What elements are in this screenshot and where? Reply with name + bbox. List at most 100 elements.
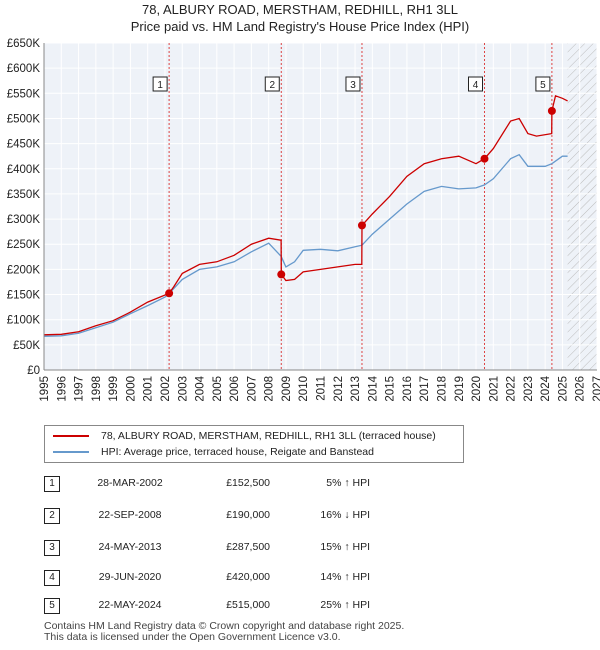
sale-number: 3 bbox=[44, 540, 60, 556]
x-tick-label: 2025 bbox=[557, 376, 569, 402]
price-chart: £0 £50K £100K £150K £200K £250K £300K £350K £400… bbox=[7, 38, 600, 402]
y-tick-label: £650K bbox=[7, 38, 41, 50]
sale-label-number: 5 bbox=[540, 80, 546, 91]
x-tick-label: 2012 bbox=[333, 376, 345, 402]
sale-row: 5 22-MAY-2024 £515,000 25% ↑ HPI bbox=[0, 596, 600, 618]
sale-number: 1 bbox=[44, 476, 60, 492]
x-tick-label: 2014 bbox=[367, 375, 379, 401]
sale-row: 4 29-JUN-2020 £420,000 14% ↑ HPI bbox=[0, 568, 600, 590]
sale-point bbox=[547, 106, 556, 115]
x-tick-label: 2009 bbox=[281, 376, 293, 402]
hpi-line bbox=[43, 153, 568, 337]
sale-number: 2 bbox=[44, 508, 60, 524]
x-tick-label: 2021 bbox=[488, 376, 500, 402]
sale-number: 4 bbox=[44, 570, 60, 586]
x-tick-label: 2006 bbox=[229, 376, 241, 402]
sale-hpi-diff: 15% ↑ HPI bbox=[320, 541, 370, 553]
sale-date: 28-MAR-2002 bbox=[97, 477, 163, 489]
sale-point bbox=[480, 154, 489, 163]
x-tick-label: 2003 bbox=[177, 376, 189, 402]
sale-number: 5 bbox=[44, 598, 60, 614]
sale-price: £152,500 bbox=[226, 477, 270, 489]
x-tick-label: 2001 bbox=[143, 376, 155, 402]
sale-row: 3 24-MAY-2013 £287,500 15% ↑ HPI bbox=[0, 538, 600, 560]
x-tick-label: 1998 bbox=[91, 376, 103, 402]
x-tick-label: 2004 bbox=[195, 375, 207, 401]
sale-price: £420,000 bbox=[226, 571, 270, 583]
x-tick-label: 1995 bbox=[39, 376, 51, 402]
y-tick-label: £500K bbox=[7, 113, 41, 125]
sale-label-box bbox=[535, 76, 551, 92]
sale-point bbox=[277, 270, 286, 279]
footer-copyright: Contains HM Land Registry data © Crown c… bbox=[44, 620, 405, 632]
x-tick-label: 2008 bbox=[264, 376, 276, 402]
x-tick-label: 2011 bbox=[316, 376, 328, 401]
x-tick-label: 2020 bbox=[471, 376, 483, 402]
y-tick-label: £350K bbox=[7, 189, 41, 201]
y-tick-label: £50K bbox=[13, 340, 40, 352]
sale-point bbox=[357, 221, 366, 230]
x-tick-label: 1999 bbox=[108, 376, 120, 402]
legend: 78, ALBURY ROAD, MERSTHAM, REDHILL, RH1 … bbox=[44, 425, 464, 463]
x-tick-label: 2002 bbox=[160, 376, 172, 402]
x-tick-label: 2017 bbox=[419, 376, 431, 402]
legend-label-property: 78, ALBURY ROAD, MERSTHAM, REDHILL, RH1 … bbox=[101, 430, 436, 442]
y-tick-label: £400K bbox=[7, 164, 41, 176]
x-tick-label: 2005 bbox=[212, 376, 224, 402]
x-tick-label: 2024 bbox=[540, 375, 552, 401]
x-tick-label: 2019 bbox=[454, 376, 466, 402]
sale-label-box bbox=[152, 76, 168, 92]
sale-date: 22-MAY-2024 bbox=[98, 599, 162, 611]
sale-price: £515,000 bbox=[226, 599, 270, 611]
sale-label-box bbox=[345, 76, 361, 92]
sale-label-box bbox=[264, 76, 280, 92]
sale-hpi-diff: 14% ↑ HPI bbox=[320, 571, 370, 583]
sale-hpi-diff: 16% ↓ HPI bbox=[320, 509, 370, 521]
chart-title: 78, ALBURY ROAD, MERSTHAM, REDHILL, RH1 … bbox=[142, 2, 458, 17]
sale-label-box bbox=[467, 76, 483, 92]
sale-price: £287,500 bbox=[226, 541, 270, 553]
x-tick-label: 2016 bbox=[402, 376, 414, 402]
y-tick-label: £550K bbox=[7, 88, 41, 100]
y-tick-label: £100K bbox=[7, 315, 41, 327]
x-tick-label: 2018 bbox=[436, 376, 448, 402]
y-tick-label: £450K bbox=[7, 139, 41, 151]
y-tick-label: £200K bbox=[7, 264, 41, 276]
x-tick-label: 2022 bbox=[506, 376, 518, 402]
sale-row: 1 28-MAR-2002 £152,500 5% ↑ HPI bbox=[0, 474, 600, 496]
footer-licence: This data is licensed under the Open Gov… bbox=[44, 631, 341, 643]
sale-label-number: 2 bbox=[269, 80, 275, 91]
sale-date: 22-SEP-2008 bbox=[98, 509, 162, 521]
x-tick-label: 2013 bbox=[350, 376, 362, 402]
y-tick-label: £250K bbox=[7, 239, 41, 251]
y-tick-label: £150K bbox=[7, 290, 41, 302]
x-tick-label: 1997 bbox=[74, 376, 86, 402]
x-tick-label: 2026 bbox=[575, 376, 587, 402]
y-tick-label: £300K bbox=[7, 214, 41, 226]
sale-date: 24-MAY-2013 bbox=[98, 541, 162, 553]
legend-item-hpi: HPI: Average price, terraced house, Reig… bbox=[53, 445, 374, 459]
sale-hpi-diff: 25% ↑ HPI bbox=[320, 599, 370, 611]
x-tick-label: 2027 bbox=[592, 376, 600, 402]
x-tick-label: 2007 bbox=[246, 376, 258, 402]
sale-row: 2 22-SEP-2008 £190,000 16% ↓ HPI bbox=[0, 506, 600, 528]
sale-price: £190,000 bbox=[226, 509, 270, 521]
x-tick-label: 2015 bbox=[385, 376, 397, 402]
legend-swatch-property bbox=[53, 435, 89, 437]
sale-label-number: 4 bbox=[473, 80, 479, 91]
sale-point bbox=[165, 289, 174, 298]
x-tick-label: 1996 bbox=[56, 376, 68, 402]
sale-label-number: 3 bbox=[350, 80, 356, 91]
legend-swatch-hpi bbox=[53, 451, 89, 453]
y-tick-label: £600K bbox=[7, 63, 41, 75]
x-tick-label: 2000 bbox=[125, 376, 137, 402]
legend-label-hpi: HPI: Average price, terraced house, Reig… bbox=[101, 446, 374, 458]
x-tick-label: 2023 bbox=[523, 376, 535, 402]
chart-subtitle: Price paid vs. HM Land Registry's House … bbox=[130, 19, 470, 34]
legend-item-property: 78, ALBURY ROAD, MERSTHAM, REDHILL, RH1 … bbox=[53, 429, 436, 443]
sale-label-number: 1 bbox=[157, 80, 163, 91]
x-tick-label: 2010 bbox=[298, 376, 310, 402]
sale-hpi-diff: 5% ↑ HPI bbox=[326, 477, 370, 489]
y-tick-label: £0 bbox=[27, 365, 40, 377]
sale-date: 29-JUN-2020 bbox=[98, 571, 162, 583]
